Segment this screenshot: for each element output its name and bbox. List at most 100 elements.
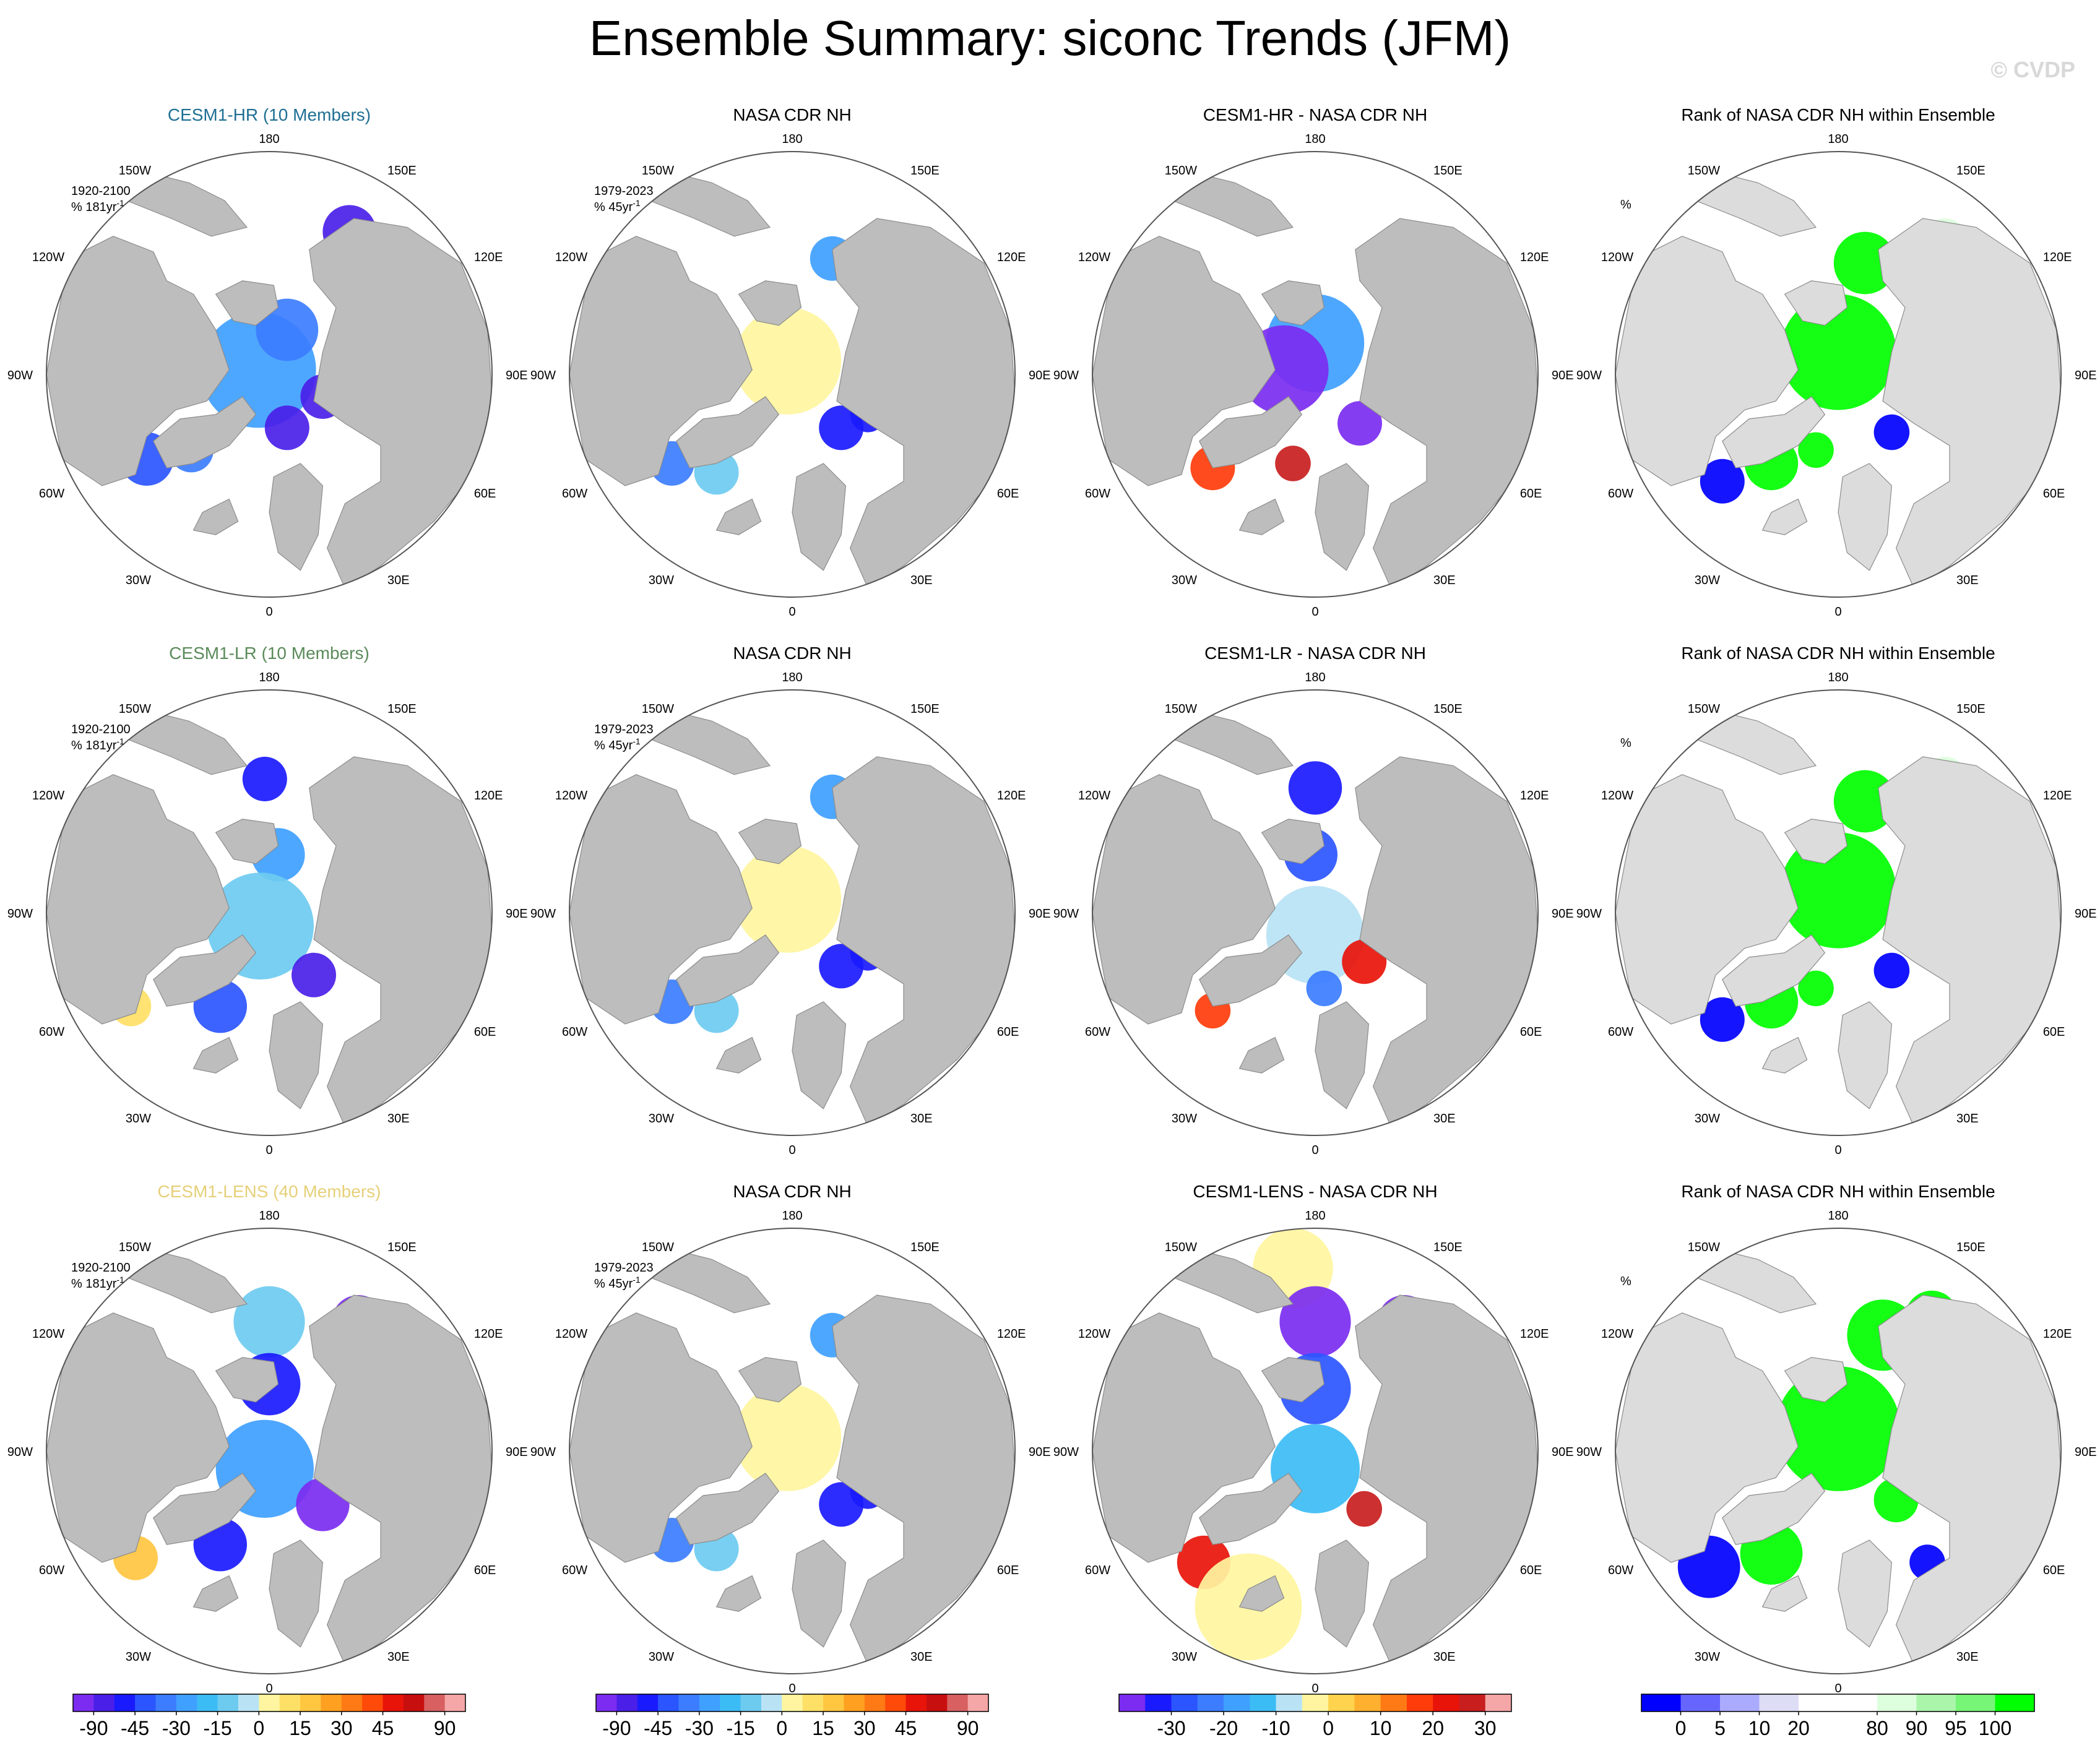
sea-ice-trend-patch (1279, 1286, 1351, 1358)
sea-ice-trend-patch (264, 405, 309, 450)
land-mass (1315, 463, 1370, 571)
colorbar-swatch (1302, 1694, 1329, 1711)
map-clipped-layer (46, 690, 492, 1135)
longitude-label: 150E (387, 164, 417, 178)
land-mass (792, 1539, 847, 1648)
longitude-label: 0 (789, 1682, 795, 1695)
sea-ice-trend-patch (1337, 401, 1382, 446)
longitude-label: 120W (1601, 251, 1633, 264)
colorbar-swatch (699, 1694, 720, 1711)
longitude-label: 90E (1552, 369, 1574, 382)
longitude-label: 30W (126, 1112, 151, 1126)
units-exponent: -1 (633, 736, 641, 746)
land-mass (1261, 280, 1325, 326)
longitude-label: 90W (1576, 369, 1602, 382)
longitude-label: 30E (1433, 574, 1456, 587)
land-mass (309, 756, 492, 1127)
sea-ice-trend-patch (242, 757, 287, 801)
sea-ice-trend-patch (1780, 294, 1896, 410)
map-panel-r2-c3: 180 150E 120E 90E 60E 30E 0 30W 60W 90W 120W 150W CE… (1053, 644, 1574, 1157)
longitude-label: 0 (1834, 1143, 1841, 1157)
longitude-label: 180 (782, 132, 802, 146)
sea-ice-trend-patch (233, 1286, 305, 1358)
land-mass (738, 280, 802, 326)
land-mass (1878, 218, 2061, 589)
longitude-label: 60W (562, 1025, 587, 1039)
land-mass (309, 218, 492, 589)
sea-ice-trend-patch (1306, 970, 1342, 1007)
land-mass (569, 236, 753, 486)
land-mass (1761, 498, 1808, 535)
colorbar-tick-label: 15 (289, 1717, 311, 1739)
longitude-label: 150W (642, 702, 674, 716)
colorbar-swatch (114, 1694, 136, 1711)
colorbar-swatch (176, 1694, 197, 1711)
colorbar-swatch (1197, 1694, 1224, 1711)
map-clipped-layer (1615, 152, 2061, 597)
longitude-label: 120E (2043, 1327, 2072, 1341)
colorbar-tick-label: 30 (853, 1717, 876, 1739)
land-mass (792, 1001, 847, 1109)
colorbar-swatch (382, 1694, 404, 1711)
land-mass (215, 1357, 279, 1403)
longitude-label: 150E (1956, 702, 1985, 716)
longitude-label: 90W (1576, 1445, 1602, 1459)
longitude-label: 30E (1956, 1112, 1979, 1126)
land-mass (126, 1246, 248, 1314)
longitude-label: 60E (997, 1564, 1019, 1577)
longitude-label: 0 (266, 1682, 272, 1695)
longitude-label: 180 (1305, 132, 1325, 146)
longitude-label: 30W (126, 574, 151, 587)
map-clipped-layer (1092, 152, 1538, 597)
longitude-label: 90E (2075, 1445, 2097, 1459)
longitude-label: 30W (1172, 1112, 1197, 1126)
colorbar-swatch (1171, 1694, 1198, 1711)
colorbar-swatch (1224, 1694, 1250, 1711)
land-mass (792, 463, 847, 571)
land-mass (1722, 934, 1826, 1007)
longitude-label: 120E (1520, 251, 1549, 264)
land-mass (1761, 1036, 1808, 1074)
map-panel-r1-c2: 180 150E 120E 90E 60E 30E 0 30W 60W 90W 120W 150W NA… (530, 105, 1051, 619)
colorbar-swatch (1759, 1694, 1799, 1711)
panel-title: CESM1-LENS - NASA CDR NH (1193, 1182, 1437, 1201)
longitude-label: 150W (1165, 164, 1197, 178)
longitude-label: 120E (474, 789, 503, 803)
colorbar-swatch (1459, 1694, 1486, 1711)
colorbar-tick-label: 80 (1866, 1717, 1888, 1739)
colorbar-swatch (1956, 1694, 1995, 1711)
colorbar-swatch (155, 1694, 177, 1711)
colorbar-swatch (1406, 1694, 1433, 1711)
land-mass (1172, 169, 1294, 237)
land-mass (832, 218, 1015, 589)
colorbar-swatch (300, 1694, 321, 1711)
land-mass (1199, 1473, 1303, 1545)
units-label: % 181yr-1 (71, 736, 124, 752)
longitude-label: 30W (649, 1112, 674, 1126)
longitude-label: 30E (1433, 1112, 1456, 1126)
longitude-label: 60E (1520, 1564, 1542, 1577)
land-mass (1315, 1001, 1370, 1109)
longitude-label: 90W (530, 907, 556, 921)
land-mass (676, 934, 780, 1007)
colorbar-swatch (596, 1694, 617, 1711)
units-label: % 181yr-1 (71, 1275, 124, 1291)
longitude-label: 120E (474, 251, 503, 264)
land-mass (569, 1312, 753, 1563)
units-exponent: -1 (633, 1275, 641, 1285)
colorbar-swatch (947, 1694, 969, 1711)
longitude-label: 60E (997, 487, 1019, 501)
longitude-label: 120E (997, 789, 1026, 803)
colorbar-swatch (1276, 1694, 1303, 1711)
panel-title: CESM1-LR - NASA CDR NH (1204, 644, 1426, 663)
longitude-label: 0 (1311, 1682, 1318, 1695)
longitude-label: 180 (782, 671, 802, 684)
map-panel-r1-c1: 180 150E 120E 90E 60E 30E 0 30W 60W 90W 120W 150W CE… (7, 105, 528, 619)
sea-ice-trend-patch (1833, 231, 1896, 295)
land-mass (1092, 1312, 1276, 1563)
land-mass (215, 280, 279, 326)
colorbar-tick-label: -90 (79, 1717, 108, 1739)
longitude-label: 120W (32, 789, 64, 803)
panel-title: NASA CDR NH (733, 644, 851, 663)
longitude-label: 180 (782, 1209, 802, 1223)
